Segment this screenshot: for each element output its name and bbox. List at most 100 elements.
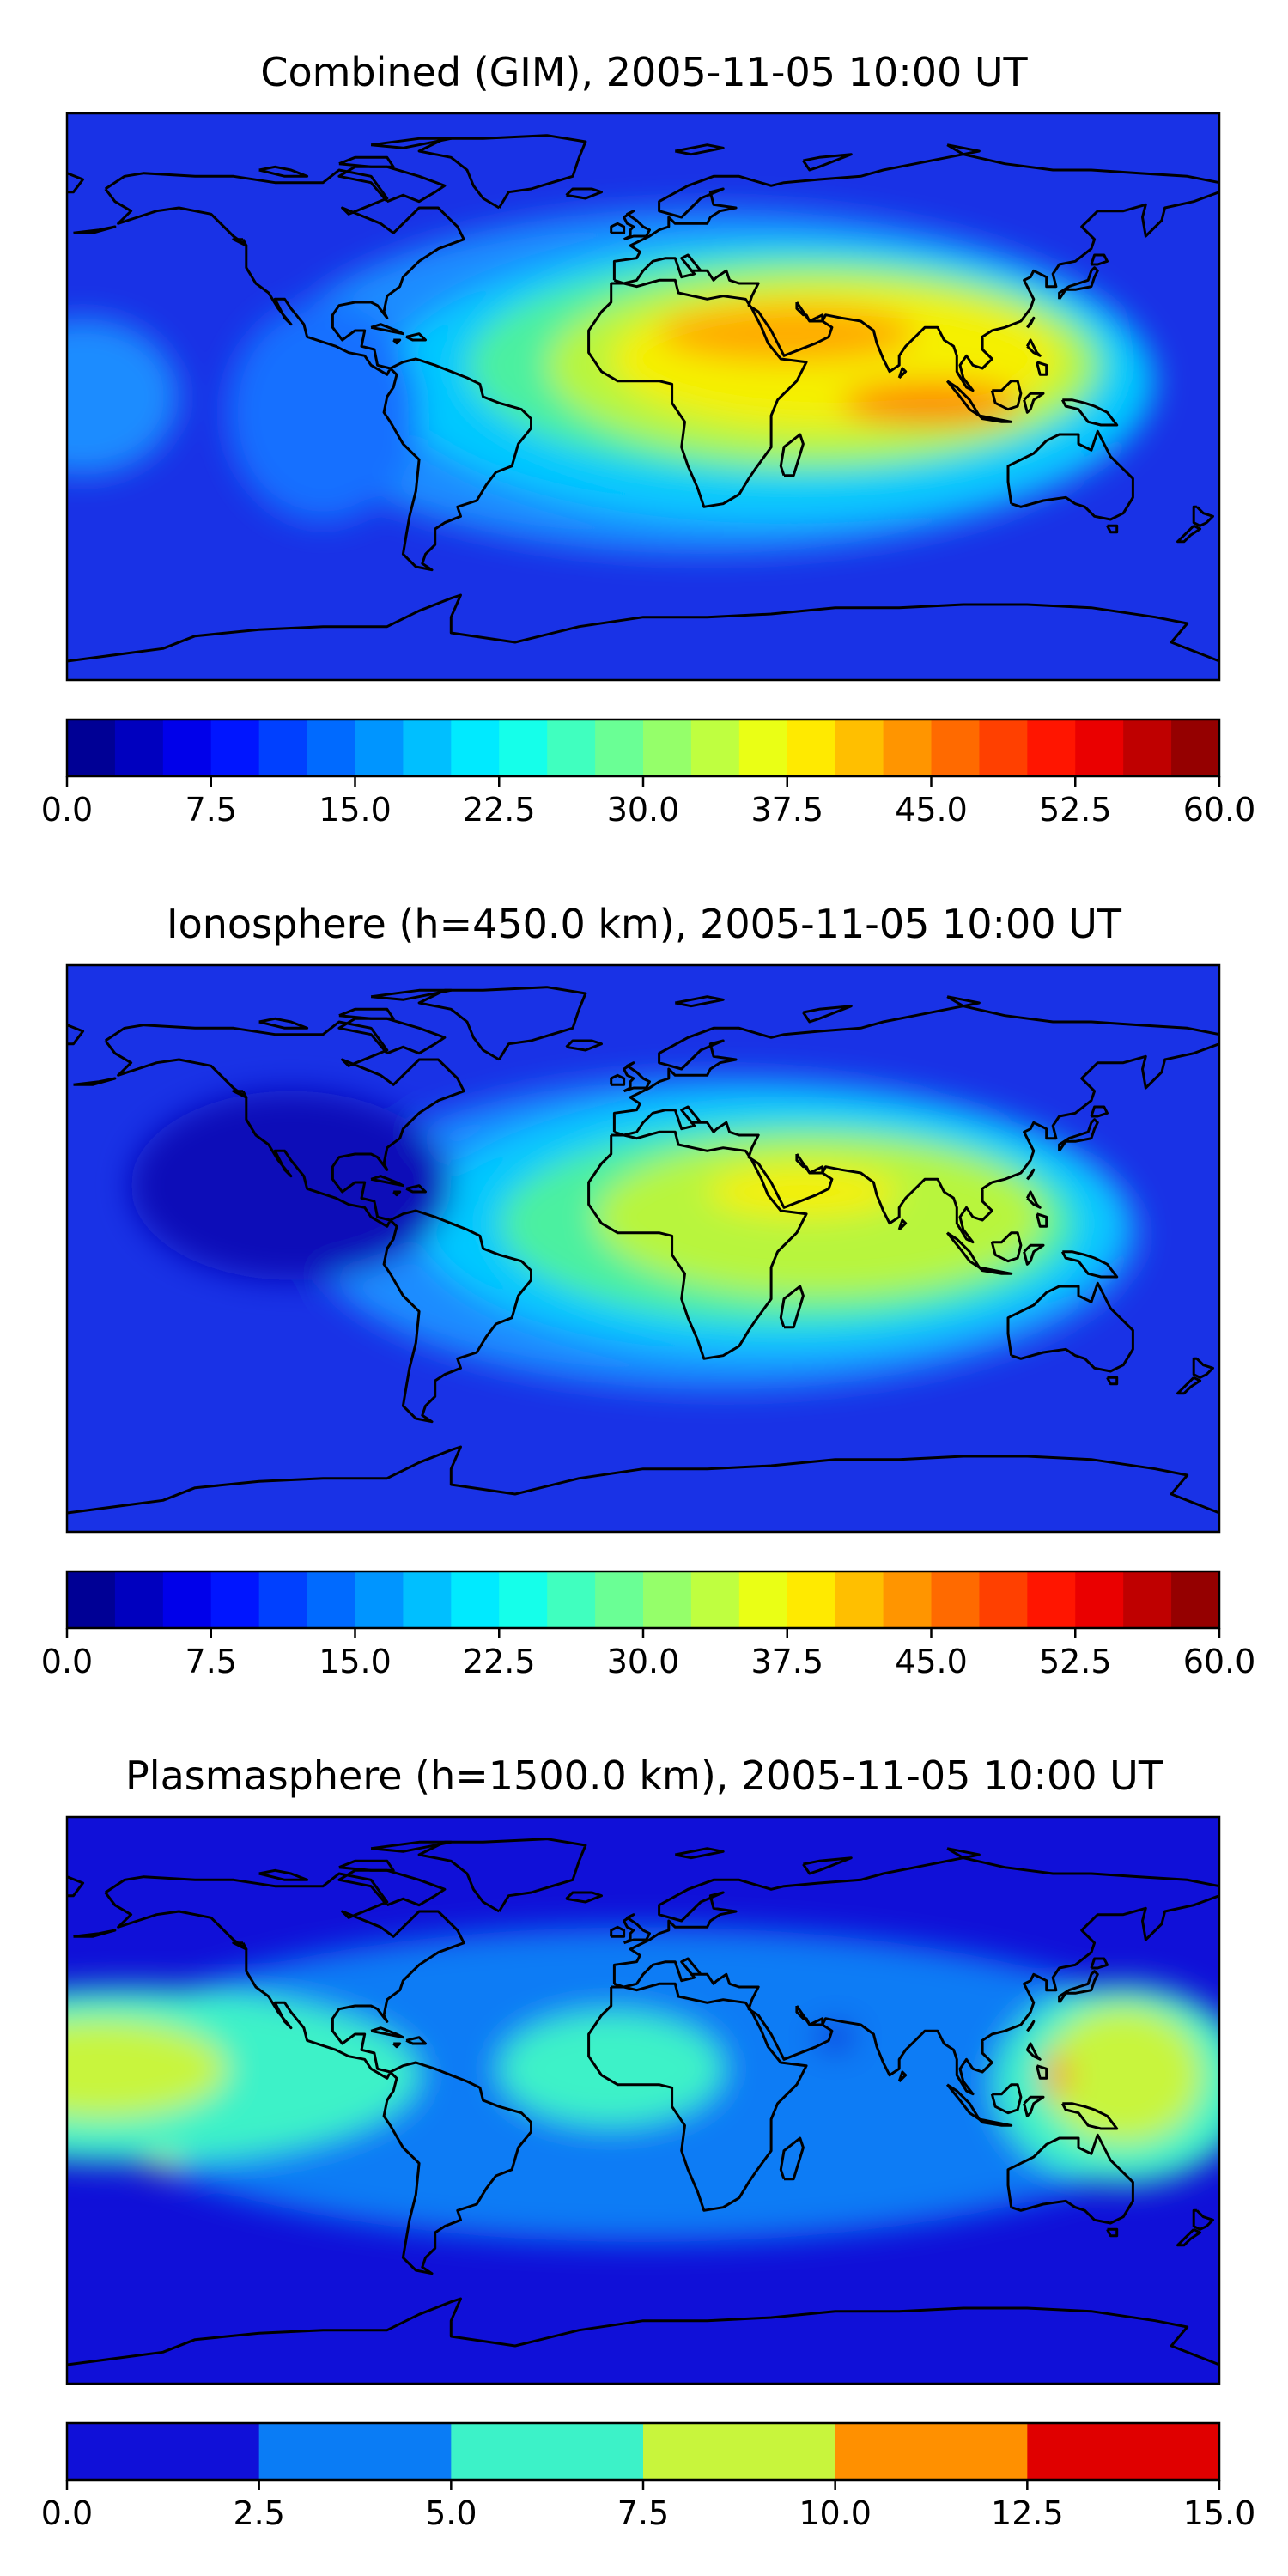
coastline [382,2061,532,2275]
colorbar-tick-label: 22.5 [463,791,536,829]
coastline [370,137,453,149]
coastline [897,367,908,380]
coastline [104,1020,465,1228]
coastline [610,1073,626,1086]
coastline [565,1039,603,1052]
colorbar-segment [67,1571,116,1628]
coastline [67,172,85,194]
colorbar-tick-label: 15.0 [319,1643,392,1680]
coastline [370,1840,453,1853]
colorbar-tick-label: 45.0 [895,791,968,829]
colorbar-segment [1027,1571,1076,1628]
coastline [1006,429,1134,521]
colorbar-segment [595,720,644,776]
colorbar-segment [835,1571,884,1628]
coastline [1058,1118,1099,1152]
colorbar-tick-label: 0.0 [41,2494,93,2532]
coastline [67,1445,1219,1515]
colorbar-segment [499,720,548,776]
field-layer [131,1075,1139,1390]
colorbar-segment [883,720,933,776]
colorbar-tick-label: 12.5 [991,2494,1064,2532]
colorbar-segment [931,1571,981,1628]
coastline [1058,266,1099,301]
field-contour [1042,2006,1204,2145]
field-contour [67,2018,228,2119]
coastline [802,1005,853,1024]
coastline [417,986,587,1061]
coastline [779,433,805,477]
coastline [1090,1957,1109,1970]
colorbar-segment [67,2423,260,2480]
map-frame [65,112,1221,682]
colorbar-segment [162,720,212,776]
field-contour [816,2025,855,2050]
coastline [417,134,587,210]
colorbar-segment [210,720,260,776]
colorbar-tick-label: 2.5 [233,2494,284,2532]
coastline [337,1017,447,1055]
panel-title: Combined (GIM), 2005-11-05 10:00 UT [260,49,1028,95]
coastline [1060,2102,1119,2130]
map-frame [65,963,1221,1534]
coastline [946,143,981,156]
colorbar-segment [787,1571,836,1628]
coastline [1090,253,1109,266]
coastline [1176,1376,1202,1395]
coastline [946,1847,981,1860]
colorbar-segment [931,720,981,776]
coastline [623,1913,651,1945]
coastline [1006,1281,1134,1373]
colorbar-tick-label: 5.0 [425,2494,477,2532]
coastline [67,1875,85,1898]
coastline [587,1982,808,2212]
colorbar-tick-label: 37.5 [750,1643,823,1680]
coastlines [67,986,1219,1515]
colorbar-segment [355,720,404,776]
coastline [897,2070,908,2083]
coastline [1026,316,1036,329]
coastline [978,2117,1013,2127]
field-layer [67,207,1156,555]
colorbar-segment [547,720,596,776]
coastline [612,153,1219,392]
coastline [612,1005,1219,1244]
colorbar-segment [307,720,356,776]
colorbar-segment [738,1571,788,1628]
coastlines [67,134,1219,663]
coastline [1176,2227,1202,2247]
colorbar-segment [403,1571,452,1628]
colorbar-segment [114,1571,164,1628]
colorbar: 0.0 2.5 5.0 7.5 10.0 12.5 15.0 [41,2421,1256,2532]
coastline [1026,1168,1036,1181]
coastline [258,1868,309,1881]
field-contour [131,1091,452,1280]
coastline [1025,2042,1042,2061]
colorbar-tick-label: 7.5 [185,791,237,829]
coastline [417,1838,587,1913]
colorbar-tick-label: 60.0 [1183,791,1256,829]
colorbar-segment [787,720,836,776]
coastline [338,1859,395,1872]
coastline [1025,338,1042,357]
field-contour [143,2157,183,2170]
coastline [610,222,626,234]
panel-plasmasphere: Plasmasphere (h=1500.0 km), 2005-11-05 1… [41,1753,1256,2532]
colorbar-tick-label: 0.0 [41,791,93,829]
coastline [587,1130,808,1360]
colorbar-tick-label: 7.5 [617,2494,669,2532]
map-plot [67,965,1219,1532]
colorbar-segment [210,1571,260,1628]
field-contour [595,1138,1043,1296]
colorbar-segment [690,720,740,776]
colorbar-segment [643,2423,836,2480]
colorbar-segment [979,720,1028,776]
colorbar-tick-label: 52.5 [1039,1643,1112,1680]
colorbar-segment [258,720,308,776]
colorbar-segment [451,2423,644,2480]
colorbar-tick-label: 7.5 [185,1643,237,1680]
coastline [67,2297,1219,2366]
colorbar-tick-label: 15.0 [1183,2494,1256,2532]
coastline [612,1856,1219,2096]
